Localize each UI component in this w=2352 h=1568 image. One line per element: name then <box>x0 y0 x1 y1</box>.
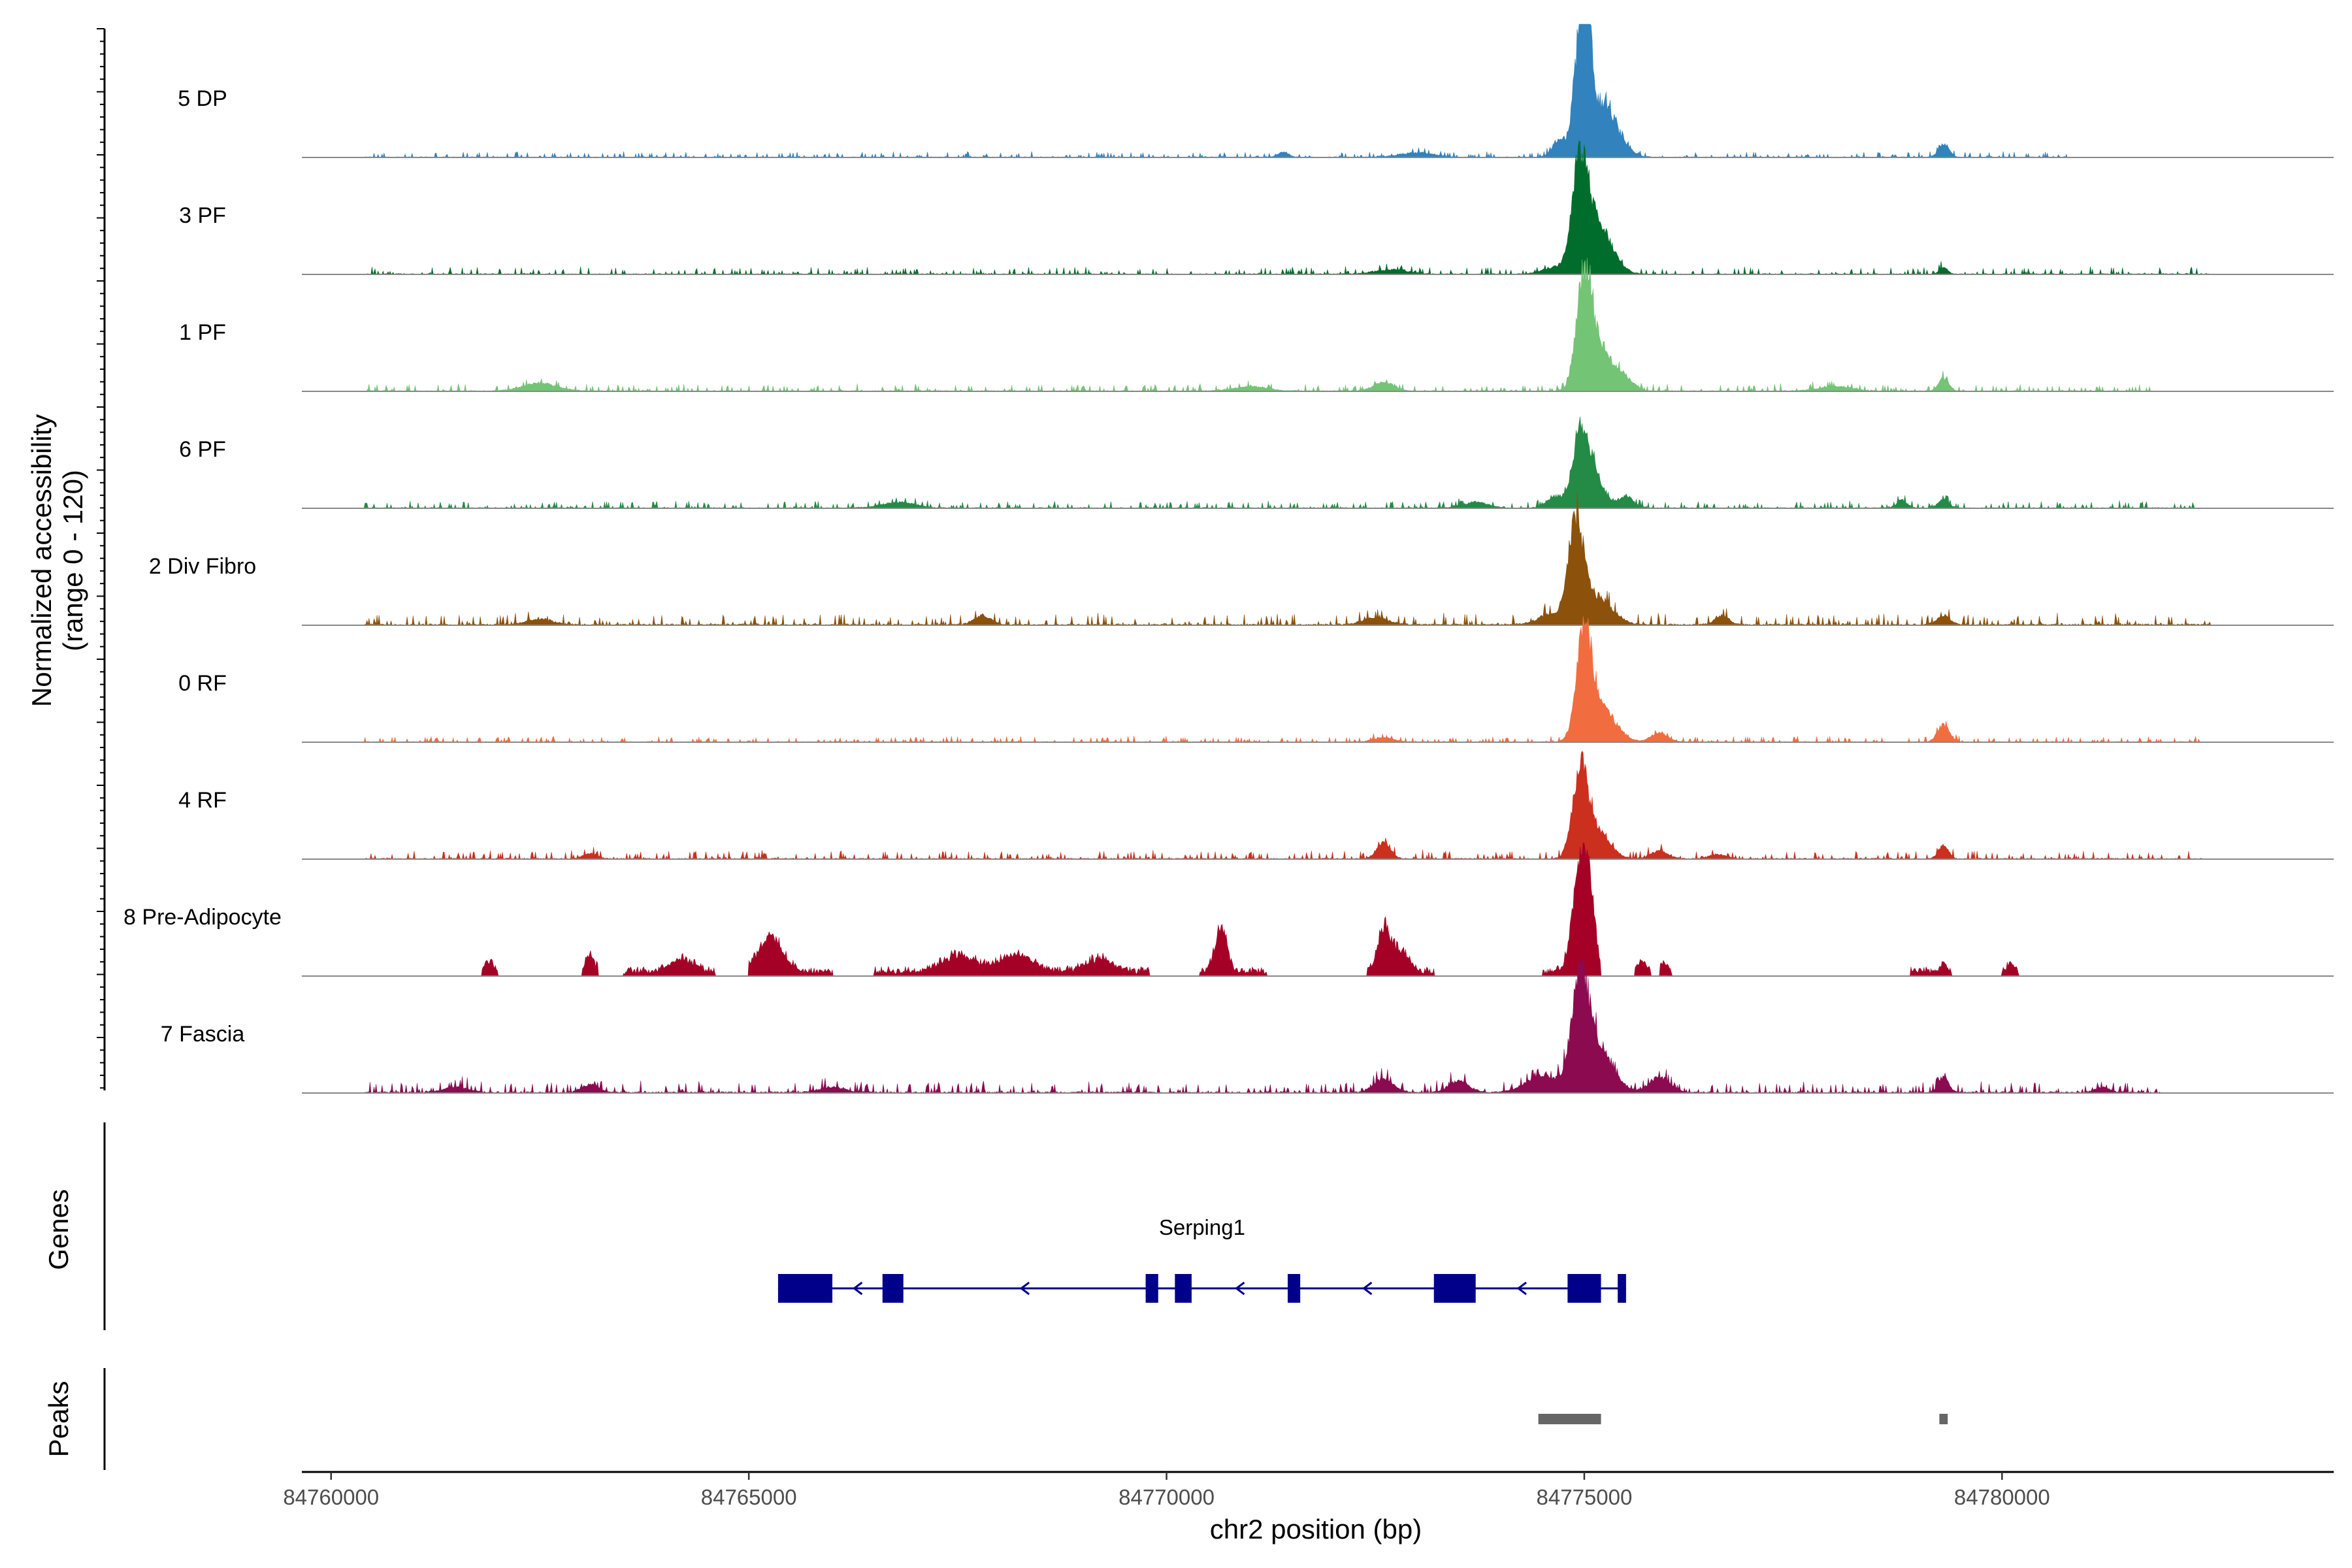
coverage-area <box>302 959 2334 1094</box>
peak-region <box>1939 1414 1948 1424</box>
track-4-rf: 4 RF <box>178 750 2334 860</box>
strand-arrow <box>1362 1281 1373 1296</box>
track-0-rf: 0 RF <box>178 616 2334 743</box>
x-tick-label: 84775000 <box>1537 1485 1633 1509</box>
track-6-pf: 6 PF <box>179 416 2334 510</box>
y-axis-title: Normalized accessibility (range 0 - 120) <box>26 414 88 707</box>
peaks-panel-title: Peaks <box>43 1381 74 1458</box>
coverage-area <box>302 140 2334 276</box>
track-label: 8 Pre-Adipocyte <box>123 905 282 930</box>
gene-exon <box>1175 1274 1192 1303</box>
coverage-area <box>302 750 2334 860</box>
track-1-pf: 1 PF <box>179 257 2334 393</box>
peaks-panel: Peaks <box>43 1368 1948 1470</box>
coverage-area <box>302 24 2334 158</box>
x-tick-label: 84765000 <box>701 1485 797 1509</box>
track-7-fascia: 7 Fascia <box>161 959 2334 1094</box>
gene-exon <box>1433 1274 1476 1303</box>
gene-exon <box>777 1274 833 1303</box>
coverage-area <box>302 616 2334 743</box>
track-label: 0 RF <box>178 671 227 696</box>
x-tick-label: 84780000 <box>1954 1485 2050 1509</box>
x-axis: chr2 position (bp) 84760000 84765000 84770… <box>283 1471 2334 1544</box>
gene-exon <box>882 1274 904 1303</box>
strand-arrow <box>1019 1281 1030 1296</box>
track-label: 3 PF <box>179 203 226 228</box>
track-label: 1 PF <box>179 320 226 345</box>
track-label: 7 Fascia <box>161 1022 245 1047</box>
track-5-dp: 5 DP <box>178 24 2334 158</box>
gene-exon <box>1567 1274 1601 1303</box>
strand-arrow <box>1516 1281 1527 1296</box>
track-label: 5 DP <box>178 86 227 111</box>
track-2-div-fibro: 2 Div Fibro <box>149 493 2334 626</box>
coverage-area <box>302 493 2334 626</box>
gene-exon <box>1145 1274 1158 1303</box>
track-label: 6 PF <box>179 437 226 462</box>
gene-exon <box>1618 1274 1626 1303</box>
track-3-pf: 3 PF <box>179 140 2334 276</box>
y-axis-title-line2: (range 0 - 120) <box>57 470 88 651</box>
coverage-area <box>302 842 2334 977</box>
y-axis <box>97 28 106 1090</box>
genes-panel: Genes Serping1 <box>43 1122 1626 1330</box>
strand-arrow <box>852 1281 863 1296</box>
gene-label-serping1: Serping1 <box>1159 1215 1245 1239</box>
track-label: 2 Div Fibro <box>149 554 256 579</box>
x-tick-label: 84770000 <box>1119 1485 1215 1509</box>
peak-region <box>1538 1414 1601 1424</box>
track-label: 4 RF <box>178 788 227 813</box>
x-tick-label: 84760000 <box>283 1485 379 1509</box>
x-axis-title: chr2 position (bp) <box>1210 1514 1422 1544</box>
coverage-area <box>302 257 2334 393</box>
genes-panel-title: Genes <box>43 1189 74 1270</box>
coverage-area <box>302 416 2334 510</box>
gene-exon <box>1287 1274 1301 1303</box>
y-axis-title-line1: Normalized accessibility <box>26 414 57 707</box>
track-8-pre-adipocyte: 8 Pre-Adipocyte <box>123 842 2334 977</box>
coverage-tracks: 5 DP 3 PF 1 PF 6 PF 2 Div Fibro 0 RF 4 RF 8 Pre… <box>123 24 2334 1094</box>
strand-arrow <box>1234 1281 1245 1296</box>
